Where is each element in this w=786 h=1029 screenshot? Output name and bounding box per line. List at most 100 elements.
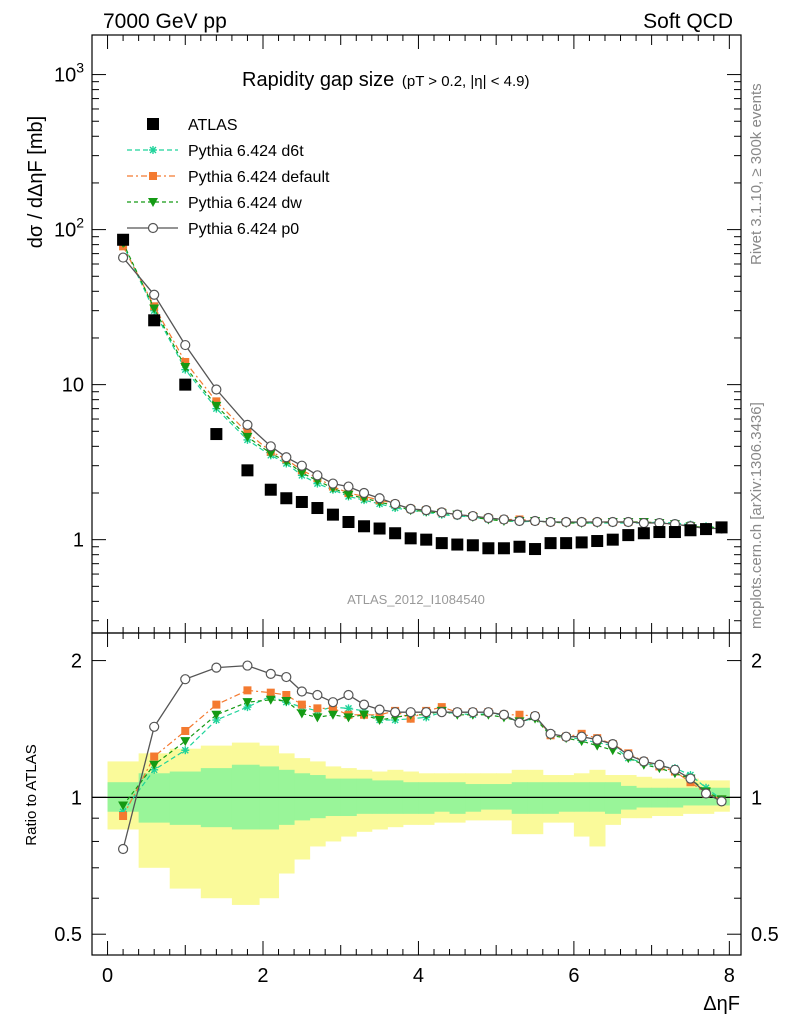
ratio-ytick-label-left: 0.5	[54, 924, 82, 946]
ratio-dw-point	[312, 713, 323, 723]
chart-title: Rapidity gap size (pT > 0.2, |η| < 4.9)	[242, 69, 529, 91]
ratio-p0-point	[529, 710, 541, 722]
ratio-p0-point	[669, 764, 681, 775]
main-dw-point	[343, 490, 354, 500]
main-atlas-point	[684, 524, 697, 537]
ratio-band-inner	[682, 787, 699, 806]
legend-marker-default	[149, 172, 157, 180]
main-atlas-point	[117, 233, 130, 246]
legend-label-d6t: Pythia 6.424 d6t	[188, 143, 304, 160]
ratio-dw-point	[343, 713, 354, 723]
ratio-p0-point	[242, 660, 253, 671]
ratio-default-point	[150, 752, 159, 761]
ratio-p0-point	[180, 674, 191, 685]
main-atlas-point	[700, 523, 713, 536]
main-atlas-point	[326, 508, 339, 521]
ratio-p0-point	[498, 709, 510, 720]
main-atlas-point	[389, 527, 402, 540]
main-ytick-label: 1	[73, 530, 84, 552]
legend-marker-d6t-d2	[149, 146, 157, 154]
main-atlas-point	[715, 521, 728, 534]
main-atlas-point	[606, 533, 619, 546]
ratio-p0-point	[623, 749, 634, 761]
tick-base: 10	[54, 65, 76, 87]
legend: ATLAS Pythia 6.424 d6t Pythia 6.424 defaul…	[127, 117, 330, 238]
ratio-p0-point	[281, 671, 292, 683]
main-dw-point	[211, 401, 222, 411]
main-atlas-point	[591, 535, 604, 548]
ratio-dw-point	[327, 710, 338, 720]
xtick-label: 0	[102, 965, 113, 987]
ratio-p0-point	[390, 707, 401, 718]
ratio-p0-point	[576, 731, 587, 742]
ratio-dw-point	[281, 696, 292, 706]
main-atlas-point	[637, 527, 650, 540]
xtick-label: 6	[568, 965, 579, 987]
main-atlas-point	[435, 537, 448, 550]
main-p0-point	[374, 493, 385, 504]
main-dw-point	[296, 468, 307, 478]
main-atlas-point	[179, 378, 192, 391]
main-p0-point	[343, 481, 354, 492]
main-p0-point	[436, 507, 447, 518]
main-dw-point	[265, 449, 276, 459]
main-ytick-label: 103	[54, 60, 84, 87]
ratio-default-point	[375, 710, 384, 719]
main-p0-point	[483, 512, 494, 524]
legend-label-p0: Pythia 6.424 p0	[188, 221, 299, 238]
ratio-d6t-point-d2	[150, 766, 158, 774]
ratio-default-point	[243, 686, 252, 695]
ratio-default-point	[181, 726, 190, 735]
ratio-p0-point	[654, 759, 665, 770]
ratio-dw-point	[149, 760, 160, 770]
main-atlas-point	[420, 533, 433, 546]
ratio-p0-point	[716, 796, 727, 807]
ratio-p0-point	[561, 731, 572, 742]
main-atlas-point	[560, 537, 573, 550]
main-p0-point	[638, 517, 649, 529]
ratio-p0-point	[421, 707, 432, 718]
ratio-p0-point	[483, 707, 494, 718]
ratio-axis-ticks: 0 2 4 6 8 2 2 1 1 0.5 0.5	[54, 633, 779, 987]
ratio-dw-point	[359, 710, 370, 720]
ratio-dw-point	[296, 709, 307, 719]
main-atlas-point	[466, 539, 479, 552]
main-p0-point	[561, 516, 572, 528]
ratio-bands	[107, 742, 730, 905]
main-p0-point	[545, 516, 556, 528]
legend-label-dw: Pythia 6.424 dw	[188, 195, 302, 212]
analysis-watermark: ATLAS_2012_I1084540	[347, 592, 485, 607]
main-atlas-point	[668, 526, 681, 539]
ratio-default-point	[313, 704, 322, 713]
main-atlas-point	[653, 526, 666, 539]
main-atlas-point	[513, 540, 526, 553]
ratio-p0-point	[358, 699, 370, 710]
x-axis-label: ΔηF	[703, 993, 740, 1015]
ratio-dw-line	[122, 699, 722, 806]
main-series-layer	[117, 233, 728, 556]
ratio-band-inner	[511, 782, 528, 814]
ratio-p0-point	[149, 721, 160, 732]
ratio-dw-point	[118, 801, 129, 811]
main-ytick-label: 102	[54, 215, 84, 242]
main-p0-point	[312, 470, 323, 481]
header-category-label: Soft QCD	[643, 10, 733, 33]
main-atlas-point	[482, 542, 495, 555]
ratio-band-inner	[402, 782, 419, 814]
ratio-dw-point	[180, 737, 191, 747]
main-dw-point	[149, 304, 160, 314]
ratio-default-point	[212, 700, 221, 709]
main-atlas-point	[358, 520, 371, 533]
ratio-band-inner	[449, 782, 466, 814]
main-dw-point	[180, 362, 191, 372]
main-atlas-point	[497, 542, 510, 555]
main-ylabel-text: dσ / dΔηF [mb]	[25, 116, 47, 248]
tick-base: 10	[54, 220, 76, 242]
ratio-default-point	[297, 700, 306, 709]
ratio-p0-point	[312, 689, 323, 701]
main-dw-point	[242, 432, 253, 442]
legend-marker-d6t	[149, 146, 157, 154]
